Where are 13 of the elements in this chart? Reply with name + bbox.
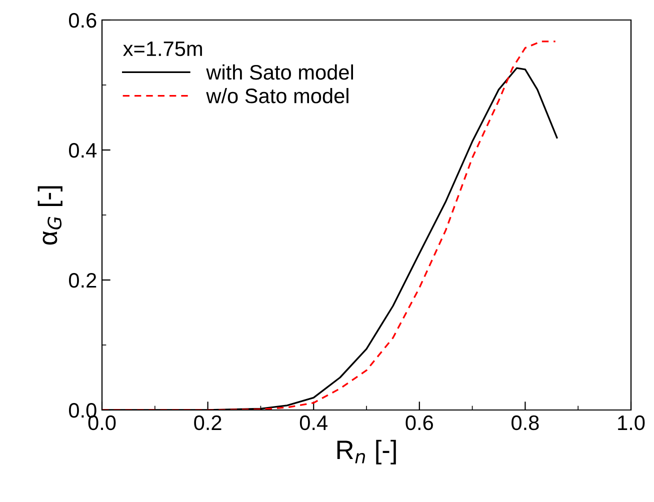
x-tick-label: 0.2 [194, 415, 222, 430]
y-tick-label: 0.4 [68, 143, 97, 158]
legend-label: w/o Sato model [206, 88, 348, 104]
x-tick-label: 0.8 [512, 415, 539, 430]
y-tick-label: 0.6 [68, 13, 96, 28]
x-tick-label: 0.6 [406, 415, 433, 430]
x-tick-label: 1.0 [618, 415, 645, 430]
legend-title: x=1.75m [123, 42, 202, 56]
y-tick-label: 0.2 [68, 273, 96, 288]
x-axis-title: R$_{n}$ [-] [337, 440, 396, 464]
x-tick-label: 0.4 [300, 415, 328, 430]
legend-label: with Sato model [206, 64, 353, 80]
y-axis-title: α$_{G}$ [-] [38, 186, 62, 245]
